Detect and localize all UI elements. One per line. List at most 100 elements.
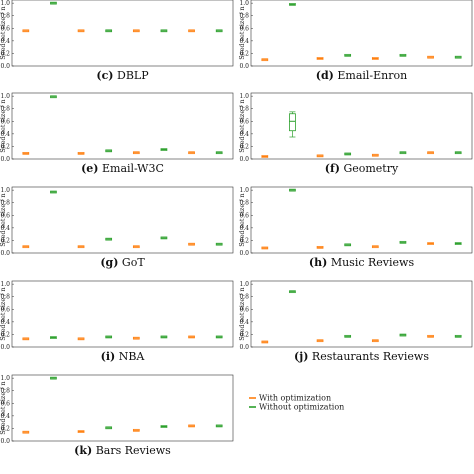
y-tick-label: 0.0 bbox=[239, 344, 249, 351]
panel-letter: (e) bbox=[81, 162, 98, 175]
y-tick-label: 0.6 bbox=[0, 25, 10, 32]
y-tick-label: 0.2 bbox=[0, 331, 10, 338]
panel-letter: (c) bbox=[96, 69, 113, 82]
y-tick-label: 0.8 bbox=[0, 294, 10, 301]
y-tick-label: 0.0 bbox=[0, 156, 10, 163]
axes-frame bbox=[250, 0, 473, 67]
panel-title: Music Reviews bbox=[331, 256, 415, 269]
y-tick-label: 1.0 bbox=[239, 93, 249, 100]
panel-title: DBLP bbox=[117, 69, 149, 82]
y-tick-label: 0.2 bbox=[239, 50, 249, 57]
panel-caption: (i) NBA bbox=[101, 350, 146, 363]
panel-letter: (j) bbox=[294, 350, 308, 363]
panel-caption: (d) Email-Enron bbox=[316, 69, 407, 82]
y-tick-label: 0.4 bbox=[0, 319, 10, 326]
panel-letter: (k) bbox=[74, 444, 92, 457]
panel-title: NBA bbox=[119, 350, 146, 363]
panel-title: Bars Reviews bbox=[96, 444, 171, 457]
y-tick-label: 0.0 bbox=[239, 156, 249, 163]
y-tick-label: 0.6 bbox=[239, 212, 249, 219]
y-tick-label: 0.2 bbox=[0, 237, 10, 244]
panel-caption: (j) Restaurants Reviews bbox=[294, 350, 429, 363]
panel-title: GoT bbox=[122, 256, 145, 269]
legend-without-label: Without optimization bbox=[259, 403, 344, 412]
y-tick-label: 0.8 bbox=[239, 294, 249, 301]
panel-title: Email-Enron bbox=[337, 69, 407, 82]
y-tick-label: 1.0 bbox=[0, 187, 10, 194]
y-tick-label: 1.0 bbox=[0, 375, 10, 382]
y-tick-label: 0.4 bbox=[0, 131, 10, 138]
panel-caption: (k) Bars Reviews bbox=[74, 444, 171, 457]
panel-letter: (d) bbox=[316, 69, 334, 82]
y-tick-label: 1.0 bbox=[0, 281, 10, 288]
y-tick-label: 0.2 bbox=[239, 237, 249, 244]
y-tick-label: 0.8 bbox=[0, 13, 10, 20]
y-tick-label: 1.0 bbox=[239, 281, 249, 288]
panel-letter: (h) bbox=[309, 256, 327, 269]
axes-frame bbox=[11, 0, 234, 67]
legend-with-label: With optimization bbox=[259, 394, 331, 403]
y-tick-label: 1.0 bbox=[239, 0, 249, 7]
y-tick-label: 0.6 bbox=[239, 118, 249, 125]
axes-frame bbox=[11, 280, 234, 348]
y-tick-label: 1.0 bbox=[0, 93, 10, 100]
y-axis-label: Seed set size / n bbox=[0, 381, 7, 434]
y-tick-label: 0.4 bbox=[0, 38, 10, 45]
y-axis-label: Seed set size / n bbox=[238, 6, 246, 59]
y-tick-label: 0.6 bbox=[239, 25, 249, 32]
panel-title: Restaurants Reviews bbox=[312, 350, 429, 363]
y-axis-label: Seed set size / n bbox=[0, 193, 7, 246]
y-tick-label: 0.2 bbox=[0, 50, 10, 57]
panel-caption: (f) Geometry bbox=[325, 162, 399, 175]
y-tick-label: 0.2 bbox=[0, 143, 10, 150]
panel-caption: (e) Email-W3C bbox=[81, 162, 164, 175]
y-tick-label: 0.0 bbox=[0, 438, 10, 445]
axes-frame bbox=[250, 280, 473, 348]
y-tick-label: 0.4 bbox=[0, 225, 10, 232]
panel-title: Geometry bbox=[343, 162, 399, 175]
y-tick-label: 1.0 bbox=[239, 187, 249, 194]
axes-frame bbox=[11, 186, 234, 254]
y-axis-label: Seed set size / n bbox=[0, 287, 7, 340]
panel-letter: (i) bbox=[101, 350, 116, 363]
y-tick-label: 0.8 bbox=[0, 200, 10, 207]
y-tick-label: 0.8 bbox=[239, 200, 249, 207]
y-tick-label: 0.0 bbox=[239, 250, 249, 257]
y-axis-label: Seed set size / n bbox=[238, 193, 246, 246]
y-axis-label: Seed set size / n bbox=[0, 6, 7, 59]
y-tick-label: 0.2 bbox=[0, 425, 10, 432]
y-tick-label: 0.2 bbox=[239, 143, 249, 150]
axes-frame bbox=[250, 186, 473, 254]
y-tick-label: 0.4 bbox=[239, 319, 249, 326]
y-tick-label: 0.4 bbox=[0, 413, 10, 420]
y-tick-label: 0.6 bbox=[0, 400, 10, 407]
y-tick-label: 0.4 bbox=[239, 225, 249, 232]
y-axis-label: Seed set size / n bbox=[238, 287, 246, 340]
axes-frame bbox=[11, 92, 234, 160]
panel-letter: (g) bbox=[100, 256, 118, 269]
y-tick-label: 0.0 bbox=[0, 63, 10, 70]
panel-caption: (h) Music Reviews bbox=[309, 256, 415, 269]
y-tick-label: 0.4 bbox=[239, 131, 249, 138]
y-tick-label: 0.0 bbox=[0, 344, 10, 351]
y-axis-label: Seed set size / n bbox=[238, 99, 246, 152]
y-tick-label: 0.4 bbox=[239, 38, 249, 45]
y-tick-label: 0.6 bbox=[0, 118, 10, 125]
y-tick-label: 0.6 bbox=[0, 306, 10, 313]
panel-letter: (f) bbox=[325, 162, 340, 175]
box-without bbox=[289, 113, 296, 132]
y-tick-label: 0.8 bbox=[239, 106, 249, 113]
y-tick-label: 0.0 bbox=[0, 250, 10, 257]
y-tick-label: 0.6 bbox=[239, 306, 249, 313]
y-axis-label: Seed set size / n bbox=[0, 99, 7, 152]
